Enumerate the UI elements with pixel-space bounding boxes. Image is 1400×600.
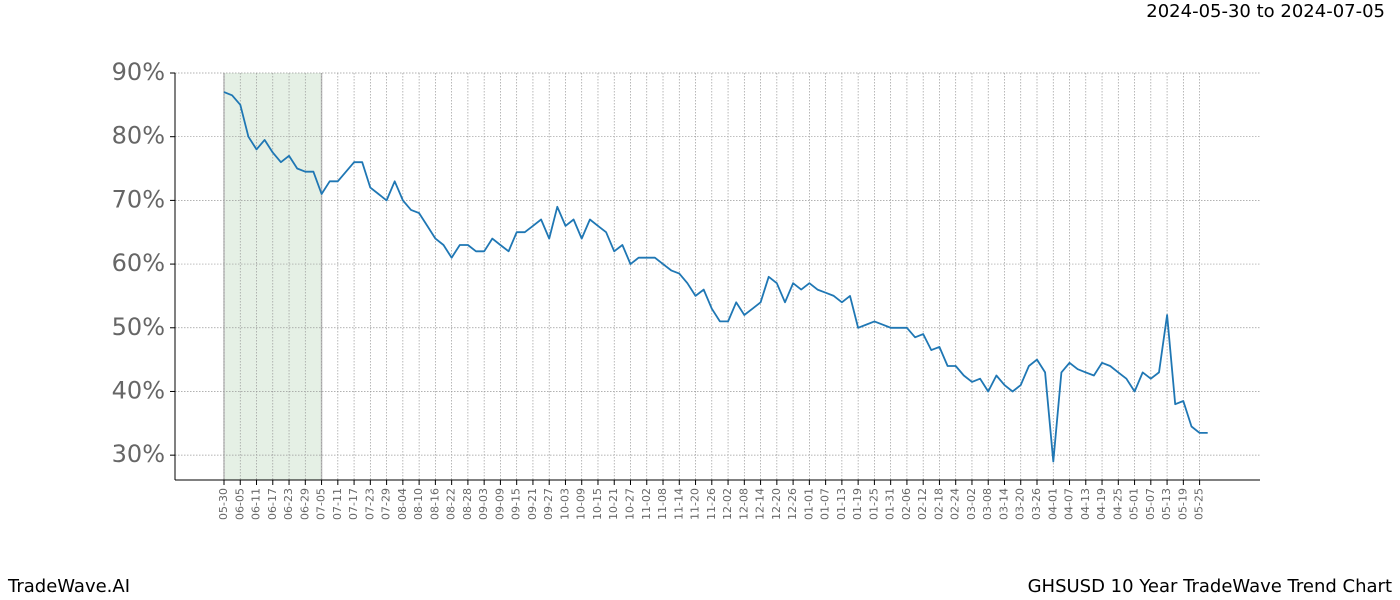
x-tick-label: 07-11 <box>331 488 344 520</box>
x-tick-label: 11-08 <box>656 488 669 520</box>
y-tick-label: 90% <box>112 58 165 86</box>
brand: TradeWave.AI <box>7 576 130 597</box>
y-tick-label: 80% <box>112 122 165 150</box>
x-tick-label: 09-21 <box>526 488 539 520</box>
x-tick-label: 07-29 <box>380 488 393 520</box>
x-tick-label: 04-19 <box>1095 488 1108 520</box>
x-tick-label: 01-13 <box>835 488 848 520</box>
x-tick-label: 03-14 <box>997 488 1010 520</box>
x-tick-label: 04-13 <box>1079 488 1092 520</box>
x-tick-label: 09-15 <box>510 488 523 520</box>
x-tick-label: 01-25 <box>867 488 880 520</box>
x-tick-label: 01-01 <box>802 488 815 520</box>
x-tick-label: 08-22 <box>445 488 458 520</box>
x-tick-label: 10-03 <box>558 488 571 520</box>
x-tick-label: 03-20 <box>1014 488 1027 520</box>
x-tick-label: 12-20 <box>770 488 783 520</box>
x-tick-label: 05-19 <box>1176 488 1189 520</box>
x-tick-label: 04-01 <box>1046 488 1059 520</box>
x-tick-label: 11-14 <box>672 488 685 520</box>
y-tick-label: 30% <box>112 440 165 468</box>
x-tick-label: 06-23 <box>282 488 295 520</box>
x-tick-label: 01-19 <box>851 488 864 520</box>
x-tick-label: 08-16 <box>428 488 441 520</box>
x-tick-label: 02-06 <box>900 488 913 520</box>
x-tick-label: 06-11 <box>250 488 263 520</box>
x-tick-label: 05-25 <box>1193 488 1206 520</box>
x-tick-label: 11-20 <box>689 488 702 520</box>
x-tick-label: 04-07 <box>1063 488 1076 520</box>
x-tick-label: 06-17 <box>266 488 279 520</box>
x-tick-label: 07-05 <box>315 488 328 520</box>
x-tick-label: 05-07 <box>1144 488 1157 520</box>
x-tick-label: 07-23 <box>363 488 376 520</box>
x-tick-label: 11-02 <box>640 488 653 520</box>
y-tick-label: 50% <box>112 313 165 341</box>
x-tick-label: 07-17 <box>347 488 360 520</box>
x-tick-label: 01-07 <box>819 488 832 520</box>
y-tick-label: 70% <box>112 185 165 213</box>
x-tick-label: 06-29 <box>298 488 311 520</box>
x-tick-label: 08-28 <box>461 488 474 520</box>
x-tick-label: 12-02 <box>721 488 734 520</box>
x-tick-label: 05-30 <box>217 488 230 520</box>
x-tick-label: 02-18 <box>932 488 945 520</box>
x-tick-label: 09-09 <box>493 488 506 520</box>
y-tick-label: 40% <box>112 376 165 404</box>
x-tick-label: 09-03 <box>477 488 490 520</box>
x-tick-label: 10-21 <box>607 488 620 520</box>
x-tick-label: 05-13 <box>1160 488 1173 520</box>
x-tick-label: 12-08 <box>737 488 750 520</box>
y-tick-label: 60% <box>112 249 165 277</box>
chart-title: GHSUSD 10 Year TradeWave Trend Chart <box>1028 576 1392 597</box>
x-tick-label: 08-10 <box>412 488 425 520</box>
x-tick-label: 05-01 <box>1128 488 1141 520</box>
x-tick-label: 01-31 <box>884 488 897 520</box>
x-tick-label: 02-12 <box>916 488 929 520</box>
x-tick-label: 03-02 <box>965 488 978 520</box>
x-tick-label: 10-27 <box>624 488 637 520</box>
x-tick-label: 03-08 <box>981 488 994 520</box>
x-tick-label: 02-24 <box>949 488 962 520</box>
x-tick-label: 12-14 <box>754 488 767 520</box>
x-tick-label: 11-26 <box>705 488 718 520</box>
x-tick-label: 10-09 <box>575 488 588 520</box>
data-line <box>223 91 1208 463</box>
x-tick-label: 09-27 <box>542 488 555 520</box>
x-tick-label: 06-05 <box>233 488 246 520</box>
x-tick-label: 10-15 <box>591 488 604 520</box>
date-range: 2024-05-30 to 2024-07-05 <box>1146 1 1385 22</box>
x-tick-label: 08-04 <box>396 488 409 520</box>
x-tick-label: 04-25 <box>1111 488 1124 520</box>
x-tick-label: 12-26 <box>786 488 799 520</box>
x-tick-label: 03-26 <box>1030 488 1043 520</box>
